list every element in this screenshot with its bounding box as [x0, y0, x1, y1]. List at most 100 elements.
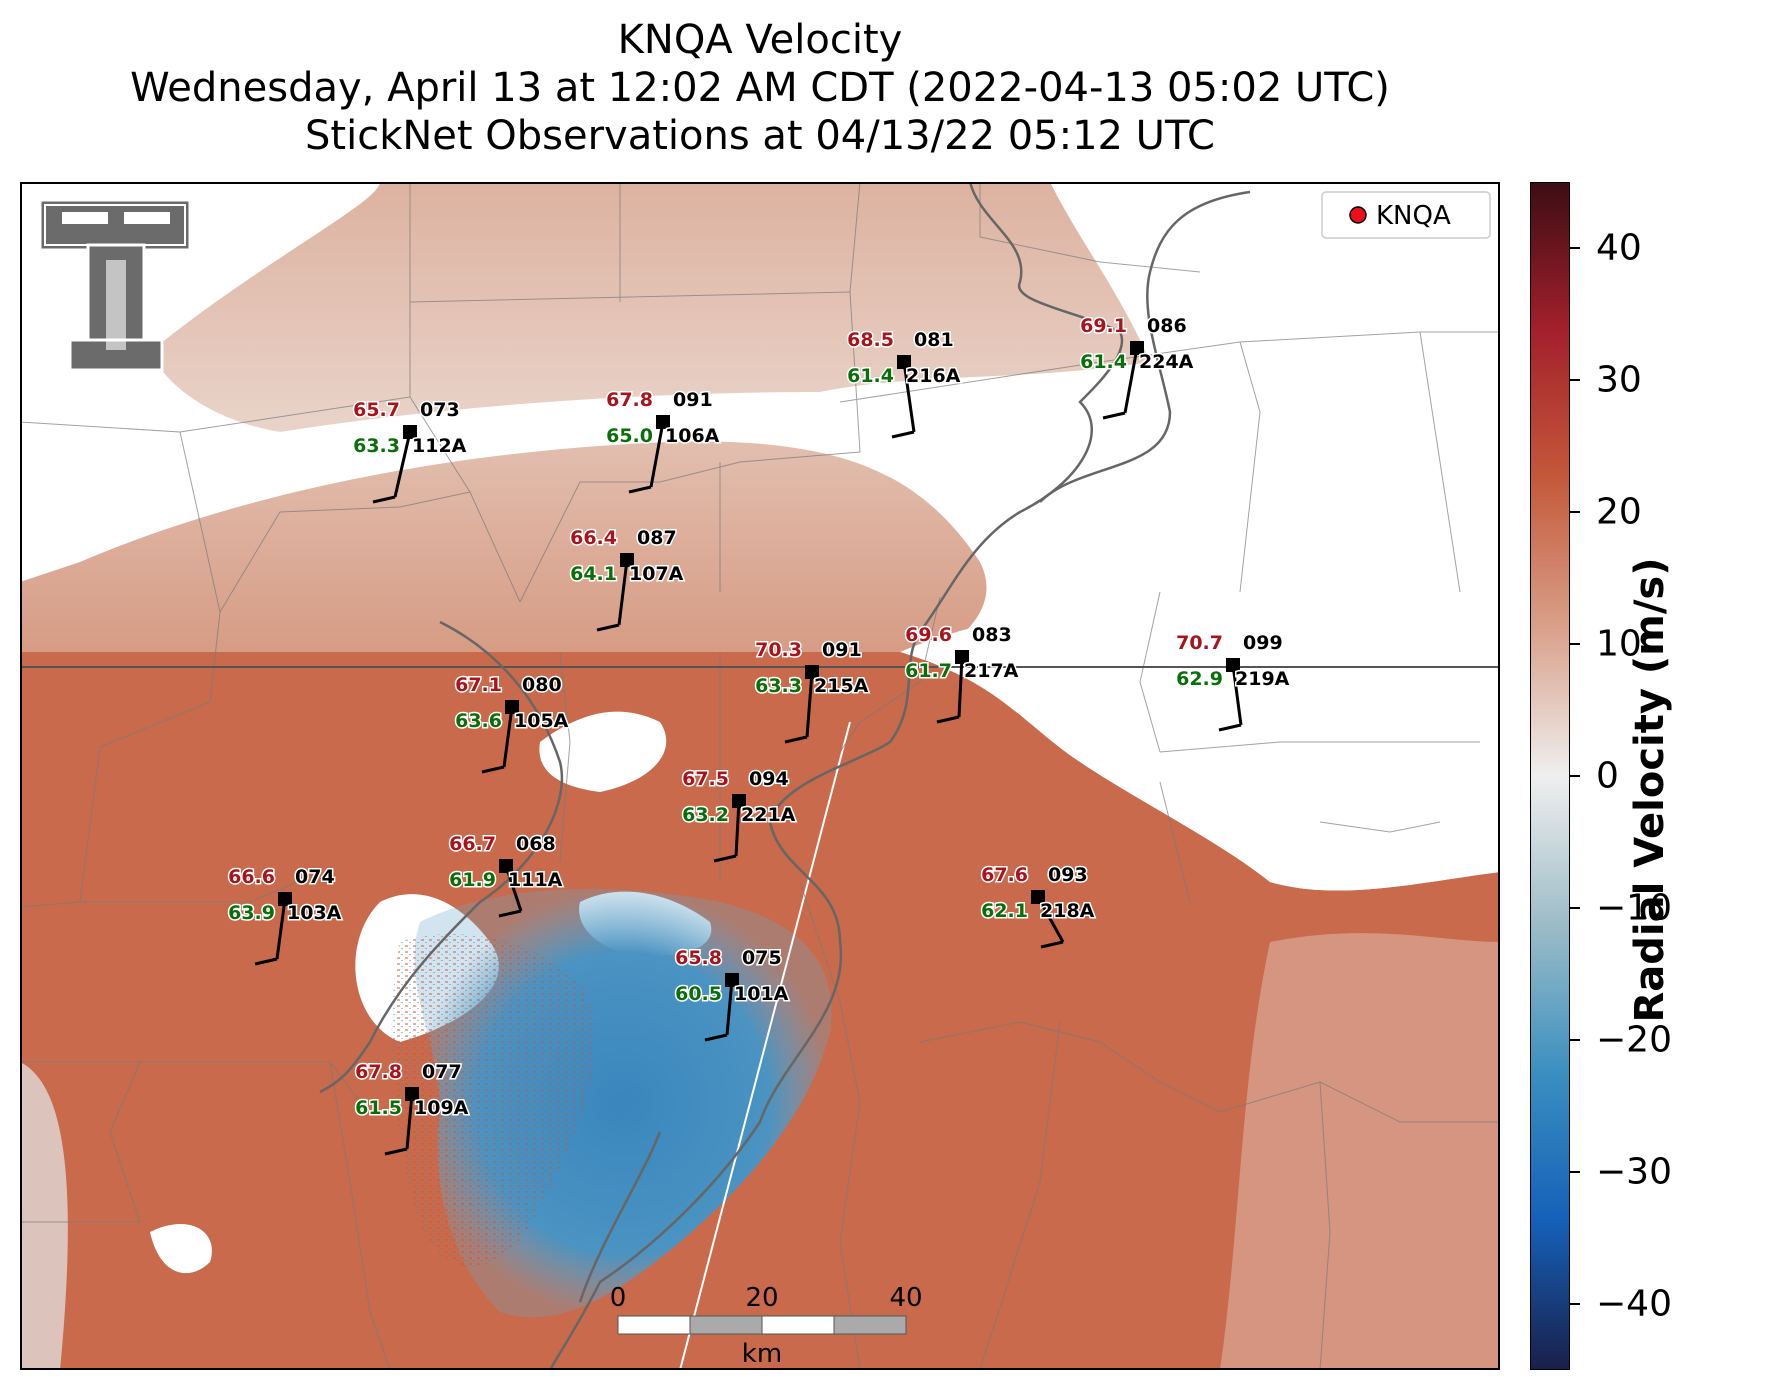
- station-id: 111A: [508, 869, 563, 891]
- station-216A: 68.5 081 61.4 216A: [846, 328, 962, 439]
- wind-barb-staff: [502, 706, 514, 768]
- station-112A: 65.7 073 63.3 112A: [352, 398, 468, 504]
- scale-tick-0: 0: [610, 1283, 627, 1313]
- colorbar-tick-label: −30: [1596, 1151, 1672, 1193]
- station-id: 216A: [906, 365, 961, 387]
- station-marker-icon: [725, 973, 739, 987]
- station-marker-icon: [405, 1087, 419, 1101]
- station-dewpoint: 60.5: [675, 983, 722, 1005]
- station-id: 101A: [734, 983, 789, 1005]
- wind-barb-flag: [1102, 411, 1126, 420]
- scale-bar: 0 20 40 km: [610, 1283, 923, 1369]
- wind-barb-staff: [617, 559, 629, 626]
- colorbar-tick-label: −40: [1596, 1283, 1672, 1325]
- knqa-marker-icon: [1349, 206, 1367, 224]
- station-id: 215A: [814, 675, 869, 697]
- station-wind-direction: 075: [742, 947, 782, 969]
- colorbar-tick-label: 20: [1596, 491, 1642, 533]
- station-temperature: 66.6: [228, 866, 275, 888]
- station-id: 218A: [1040, 900, 1095, 922]
- state-lines: [20, 666, 1500, 668]
- station-wind-direction: 086: [1147, 315, 1187, 337]
- wind-barb-flag: [784, 735, 808, 744]
- station-marker-icon: [403, 425, 417, 439]
- wind-barb-flag: [1040, 940, 1064, 949]
- station-105A: 67.1 080 63.6 105A: [454, 673, 570, 774]
- station-wind-direction: 073: [420, 399, 460, 421]
- county-lines: [20, 182, 1500, 1370]
- echo-speckle: [391, 934, 597, 1267]
- station-218A: 67.6 093 62.1 218A: [980, 863, 1096, 949]
- wind-barb-staff: [1123, 347, 1139, 414]
- colorbar-tick-mark: [1570, 379, 1580, 381]
- echo-mid: [20, 441, 987, 652]
- scale-unit: km: [742, 1339, 782, 1369]
- colorbar-tick-mark: [1570, 511, 1580, 513]
- station-dewpoint: 61.4: [1080, 351, 1127, 373]
- echo-north: [150, 182, 1150, 432]
- station-dewpoint: 63.2: [682, 804, 729, 826]
- station-marker-icon: [1226, 658, 1240, 672]
- station-temperature: 68.5: [847, 329, 894, 351]
- station-107A: 66.4 087 64.1 107A: [569, 526, 685, 632]
- wind-barb-staff: [393, 431, 412, 498]
- colorbar-tick-mark: [1570, 1039, 1580, 1041]
- station-temperature: 66.4: [570, 527, 617, 549]
- station-temperature: 70.7: [1176, 632, 1223, 654]
- station-marker-icon: [656, 415, 670, 429]
- radial-artifact: [679, 721, 851, 1370]
- station-wind-direction: 080: [522, 674, 562, 696]
- colorbar: [1530, 182, 1570, 1370]
- station-observations: 65.7 073 63.3 112A 67.8 091 65.0 106A 68.5 081 61.…: [227, 314, 1291, 1156]
- station-219A: 70.7 099 62.9 219A: [1175, 631, 1291, 732]
- station-marker-icon: [499, 859, 513, 873]
- station-dewpoint: 61.7: [905, 660, 952, 682]
- station-temperature: 66.7: [449, 833, 496, 855]
- station-id: 107A: [629, 563, 684, 585]
- scale-tick-40: 40: [889, 1283, 922, 1313]
- station-id: 112A: [412, 435, 467, 457]
- station-marker-icon: [1031, 890, 1045, 904]
- station-temperature: 69.1: [1080, 315, 1127, 337]
- station-id: 221A: [741, 804, 796, 826]
- radar-map: KNQA 65.7 073 63.3 112A 67.8 091 65.0 106A 68.5 0…: [20, 182, 1500, 1370]
- station-wind-direction: 093: [1048, 864, 1088, 886]
- wind-barb-flag: [481, 765, 505, 774]
- station-marker-icon: [1130, 341, 1144, 355]
- station-id: 109A: [414, 1097, 469, 1119]
- colorbar-tick-mark: [1570, 907, 1580, 909]
- station-215A: 70.3 091 63.3 215A: [754, 638, 870, 744]
- station-106A: 67.8 091 65.0 106A: [605, 388, 721, 494]
- echo-gap-northeast: [1120, 182, 1500, 592]
- station-wind-direction: 094: [749, 768, 789, 790]
- station-224A: 69.1 086 61.4 224A: [1079, 314, 1195, 420]
- legend-label: KNQA: [1376, 201, 1451, 231]
- chart-subtitle-time: Wednesday, April 13 at 12:02 AM CDT (202…: [130, 65, 1390, 111]
- station-temperature: 67.6: [981, 864, 1028, 886]
- station-wind-direction: 077: [422, 1061, 462, 1083]
- station-temperature: 65.7: [353, 399, 400, 421]
- station-103A: 66.6 074 63.9 103A: [227, 865, 343, 966]
- colorbar-tick-mark: [1570, 643, 1580, 645]
- colorbar-tick-mark: [1570, 775, 1580, 777]
- station-101A: 65.8 075 60.5 101A: [674, 946, 790, 1042]
- station-wind-direction: 087: [637, 527, 677, 549]
- colorbar-tick-label: 0: [1596, 755, 1619, 797]
- station-temperature: 67.1: [455, 674, 502, 696]
- wind-barb-staff: [649, 421, 665, 488]
- station-id: 219A: [1235, 668, 1290, 690]
- station-dewpoint: 65.0: [606, 425, 653, 447]
- echo-southwest-light: [20, 1062, 68, 1370]
- colorbar-tick-label: 40: [1596, 227, 1642, 269]
- station-wind-direction: 083: [972, 624, 1012, 646]
- wind-barb-staff: [902, 361, 916, 433]
- station-marker-icon: [732, 794, 746, 808]
- station-marker-icon: [505, 700, 519, 714]
- station-dewpoint: 64.1: [570, 563, 617, 585]
- colorbar-tick-label: 30: [1596, 359, 1642, 401]
- station-temperature: 67.8: [606, 389, 653, 411]
- station-dewpoint: 61.9: [449, 869, 496, 891]
- station-temperature: 65.8: [675, 947, 722, 969]
- wind-barb-staff: [1036, 896, 1065, 943]
- station-wind-direction: 099: [1243, 632, 1283, 654]
